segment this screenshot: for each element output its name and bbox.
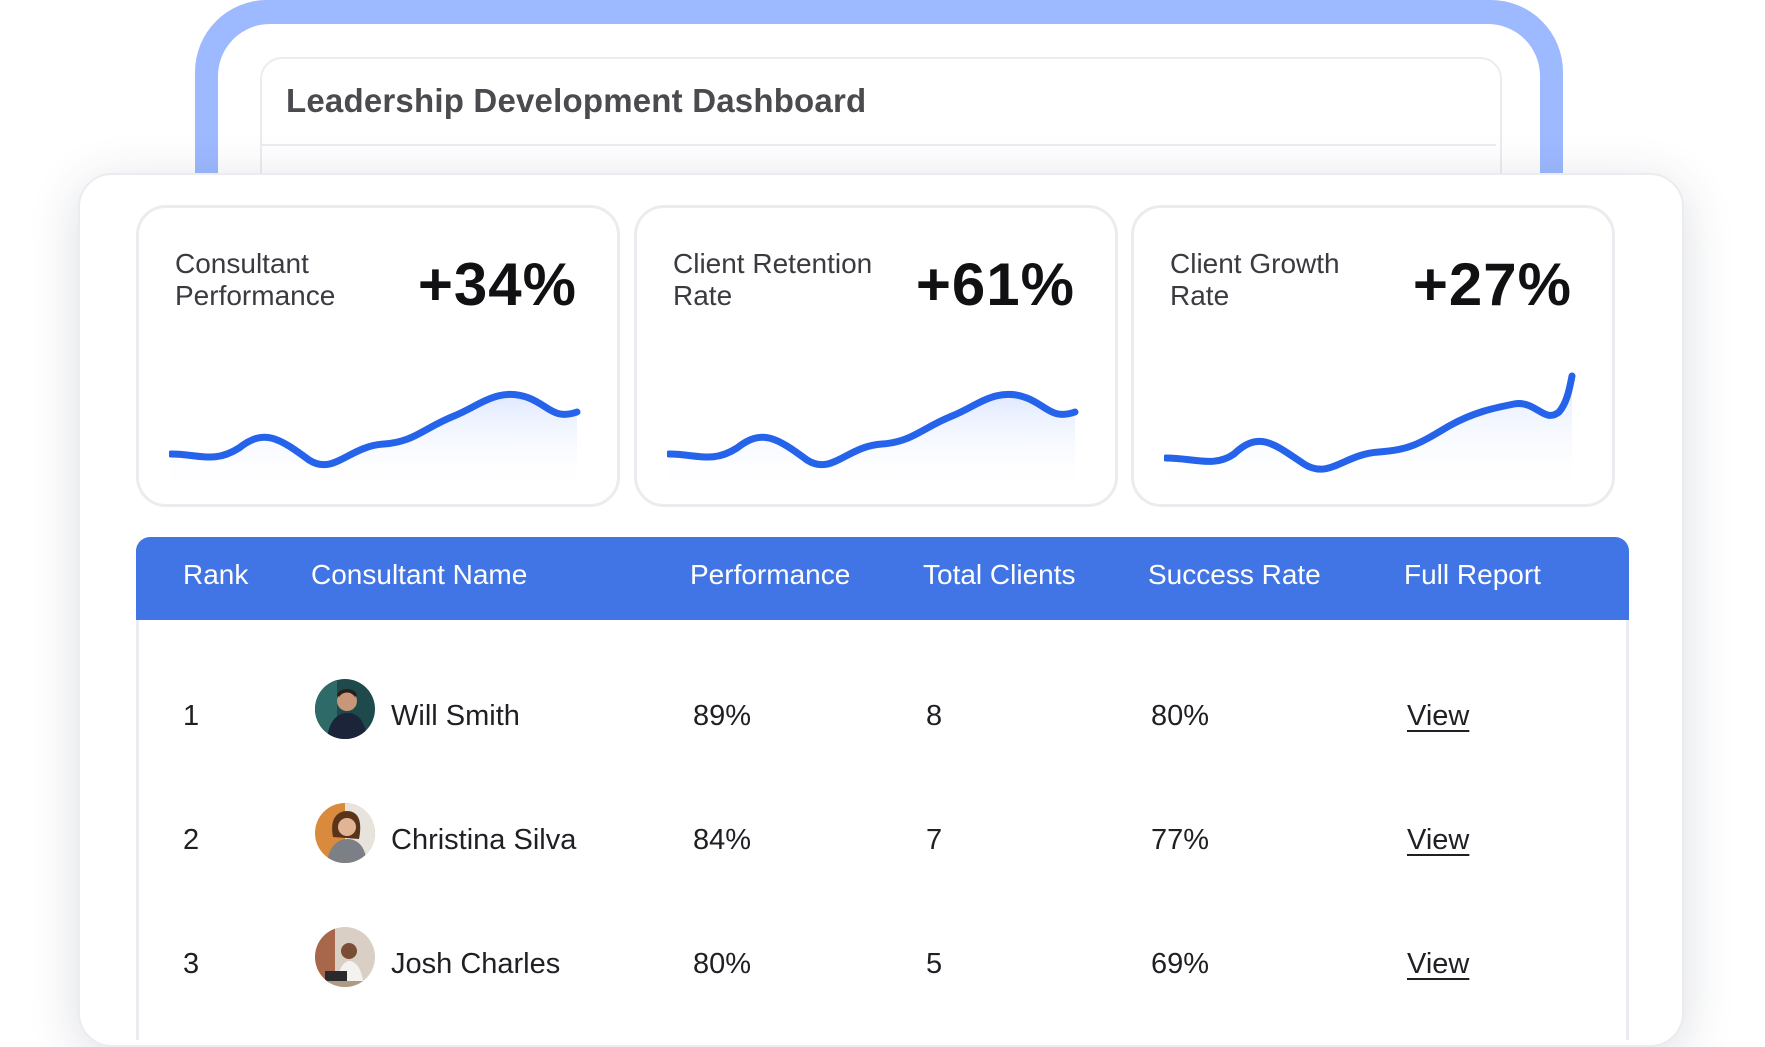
column-header-rank[interactable]: Rank (183, 559, 249, 590)
table-header: Rank Consultant Name Performance Total C… (136, 537, 1629, 620)
column-header-performance[interactable]: Performance (690, 559, 851, 590)
kpi-label: Consultant Performance (175, 248, 336, 311)
title-divider (262, 144, 1496, 146)
sparkline-line (169, 390, 581, 469)
sparkline-chart (169, 390, 581, 493)
kpi-value: +27% (1412, 251, 1572, 318)
sparkline-chart (1164, 372, 1576, 493)
kpi-label: Client Growth Rate (1170, 248, 1340, 311)
kpi-label: Client Retention Rate (673, 248, 873, 311)
view-report-link[interactable]: View (1407, 700, 1470, 732)
success-rate-cell: 77% (1151, 824, 1210, 856)
table-row[interactable]: 3 Josh Charles 80% 5 69% View (139, 911, 1632, 1021)
person-avatar-icon (315, 803, 375, 863)
performance-cell: 89% (693, 700, 752, 732)
table-row[interactable]: 2 Christina Silva 84% 7 77% View (139, 787, 1632, 897)
rank-cell: 1 (183, 700, 200, 732)
kpi-card-client-retention[interactable]: Client Retention Rate +61% (634, 205, 1118, 507)
dashboard-title: Leadership Development Dashboard (286, 82, 867, 119)
table-row[interactable]: 1 Will Smith 89% 8 80% View (139, 663, 1632, 773)
sparkline-area (669, 394, 1075, 493)
consultant-name-cell: Josh Charles (391, 948, 561, 980)
person-avatar-icon (315, 927, 375, 987)
rank-cell: 2 (183, 824, 200, 856)
sparkline-area (171, 394, 577, 493)
view-report-link[interactable]: View (1407, 824, 1470, 856)
view-report-link[interactable]: View (1407, 948, 1470, 980)
column-header-consultant-name[interactable]: Consultant Name (311, 559, 528, 590)
column-header-full-report[interactable]: Full Report (1404, 559, 1541, 590)
performance-cell: 84% (693, 824, 752, 856)
kpi-value: +34% (417, 251, 577, 318)
column-header-success-rate[interactable]: Success Rate (1148, 559, 1321, 590)
total-clients-cell: 5 (926, 948, 943, 980)
kpi-card-consultant-performance[interactable]: Consultant Performance +34% (136, 205, 620, 507)
success-rate-cell: 80% (1151, 700, 1210, 732)
sparkline-area (1166, 376, 1572, 493)
total-clients-cell: 8 (926, 700, 943, 732)
consultant-name-cell: Christina Silva (391, 824, 577, 856)
kpi-card-client-growth[interactable]: Client Growth Rate +27% (1131, 205, 1615, 507)
total-clients-cell: 7 (926, 824, 943, 856)
kpi-value: +61% (915, 251, 1075, 318)
person-avatar-icon (315, 679, 375, 739)
sparkline-line (1164, 372, 1576, 473)
sparkline-chart (667, 390, 1079, 493)
column-header-total-clients[interactable]: Total Clients (923, 559, 1076, 590)
rank-cell: 3 (183, 948, 200, 980)
performance-cell: 80% (693, 948, 752, 980)
success-rate-cell: 69% (1151, 948, 1210, 980)
consultant-name-cell: Will Smith (391, 700, 520, 732)
sparkline-line (667, 390, 1079, 469)
consultant-table: 1 Will Smith 89% 8 80% View 2 (136, 620, 1629, 1040)
